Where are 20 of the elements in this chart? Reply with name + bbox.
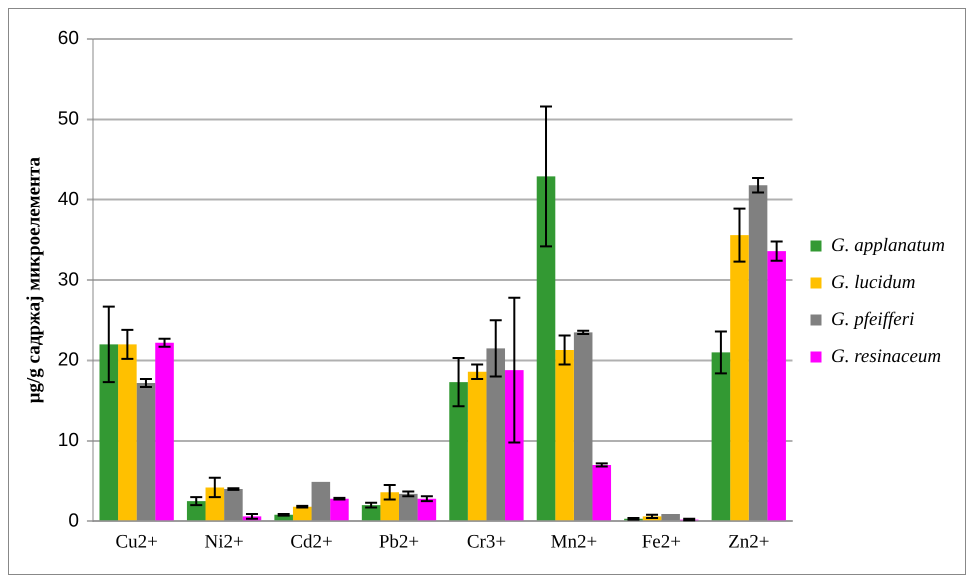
legend-label: G. resinaceum <box>831 346 942 367</box>
y-tick-label: 20 <box>58 350 79 371</box>
x-tick-label: Cu2+ <box>115 532 158 553</box>
y-tick-label: 10 <box>58 430 79 452</box>
y-tick-label: 30 <box>58 269 79 290</box>
x-tick-label: Cr3+ <box>466 532 506 553</box>
x-tick-label: Ni2+ <box>204 532 244 553</box>
y-tick-label: 60 <box>58 28 79 50</box>
legend-label: G. applanatum <box>831 235 945 256</box>
x-tick-label: Mn2+ <box>550 532 598 553</box>
y-tick-label: 50 <box>58 108 79 130</box>
x-tick-label: Zn2+ <box>728 532 770 553</box>
y-tick-label: 0 <box>68 510 79 532</box>
y-axis-title: μg/g садржај микроелемента <box>23 156 44 404</box>
x-tick-label: Fe2+ <box>642 532 681 553</box>
x-tick-label: Cd2+ <box>290 532 333 553</box>
legend-label: G. lucidum <box>831 272 916 293</box>
legend-label: G. pfeifferi <box>831 309 914 330</box>
y-tick-label: 40 <box>58 188 79 210</box>
x-tick-label: Pb2+ <box>378 532 420 553</box>
